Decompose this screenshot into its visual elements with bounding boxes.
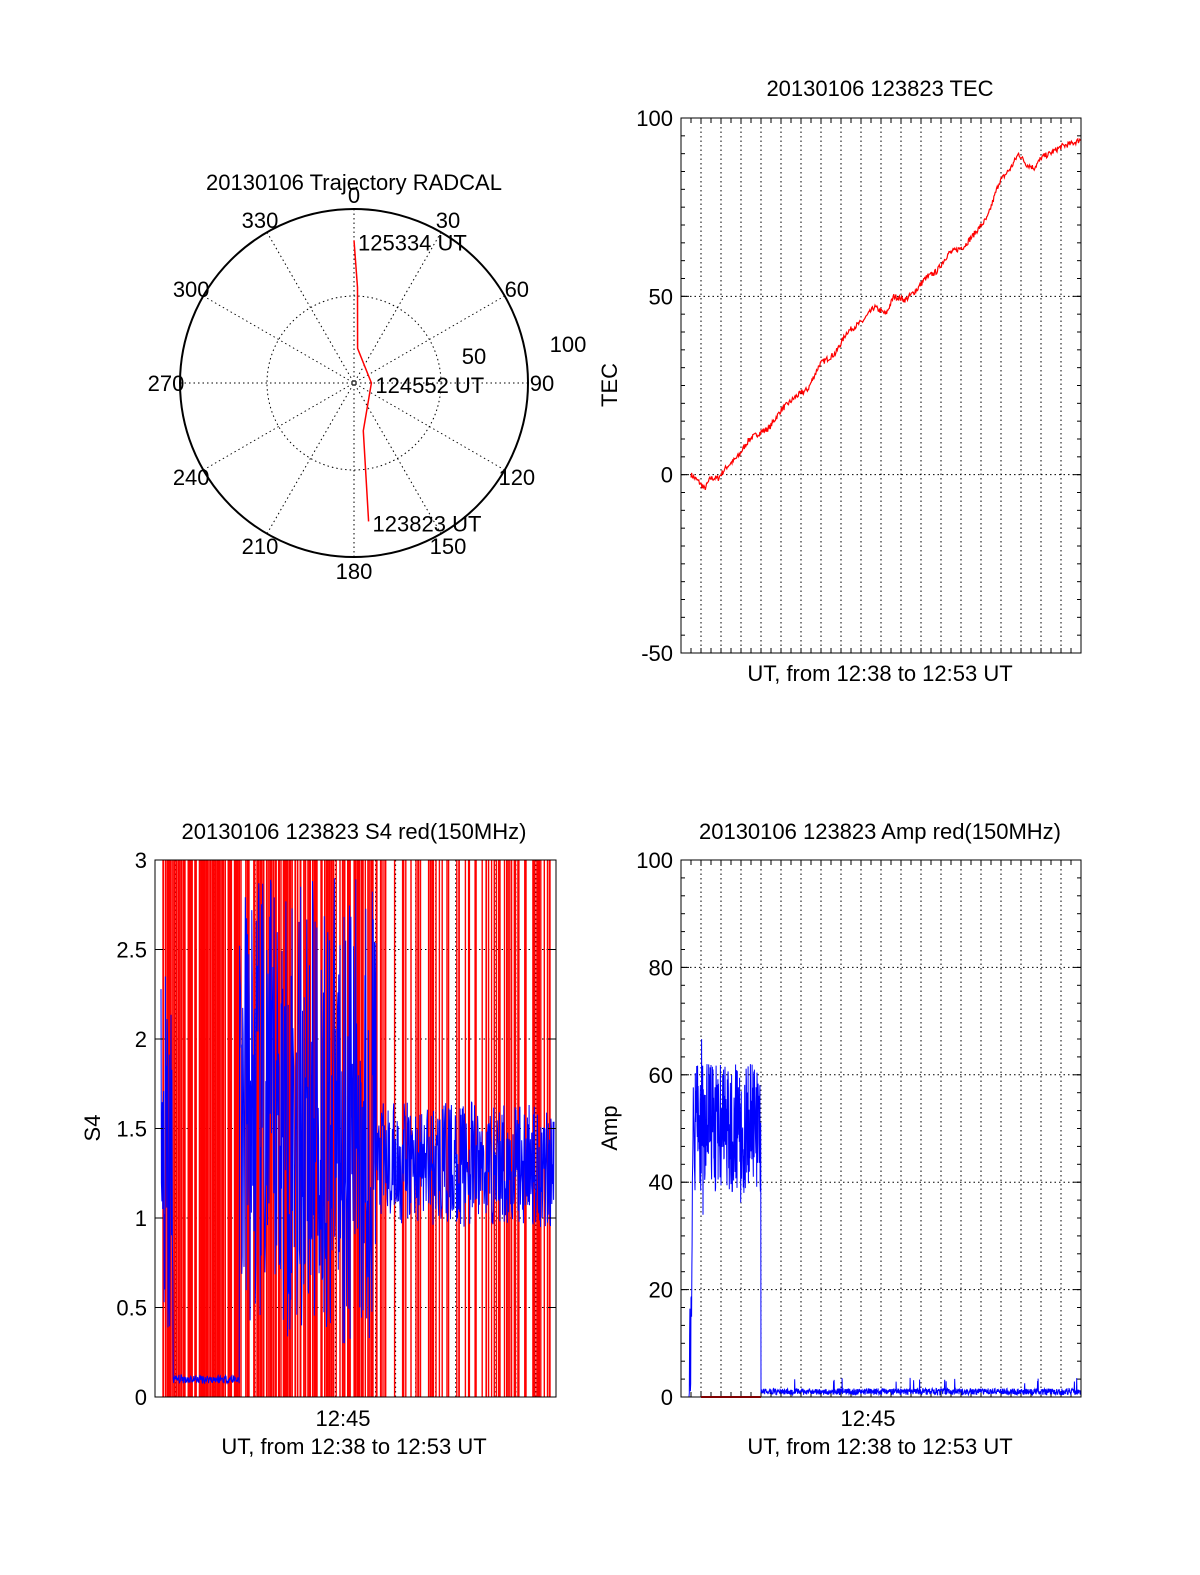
amp-chart-title: 20130106 123823 Amp red(150MHz) bbox=[699, 819, 1061, 844]
y-tick-label: 40 bbox=[649, 1170, 673, 1195]
y-tick-label: 60 bbox=[649, 1063, 673, 1088]
polar-azimuth-label: 60 bbox=[505, 277, 529, 302]
tec-plot-frame bbox=[680, 117, 1082, 654]
polar-azimuth-label: 210 bbox=[242, 534, 279, 559]
polar-azimuth-label: 0 bbox=[348, 183, 360, 208]
s4-blue-line bbox=[160, 878, 555, 1385]
y-tick-label: 80 bbox=[649, 955, 673, 980]
polar-azimuth-label: 240 bbox=[173, 465, 210, 490]
s4-chart-title: 20130106 123823 S4 red(150MHz) bbox=[182, 819, 527, 844]
amp-plot-frame bbox=[680, 859, 1082, 1398]
tec-line bbox=[690, 137, 1082, 491]
tec-y-axis-label: TEC bbox=[597, 363, 622, 407]
y-tick-label: 2 bbox=[135, 1027, 147, 1052]
polar-time-annotation: 123823 UT bbox=[373, 511, 482, 536]
y-tick-label: 0.5 bbox=[116, 1296, 147, 1321]
y-tick-label: 50 bbox=[649, 284, 673, 309]
amp-chart: 20130106 123823 Amp red(150MHz) 0 20 40 60 8… bbox=[597, 819, 1082, 1459]
y-tick-label: -50 bbox=[641, 641, 673, 666]
polar-azimuth-label: 300 bbox=[173, 277, 210, 302]
polar-outer-ring bbox=[179, 208, 529, 558]
y-tick-label: 0 bbox=[661, 463, 673, 488]
polar-azimuth-label: 120 bbox=[498, 465, 535, 490]
y-tick-label: 0 bbox=[135, 1385, 147, 1410]
polar-trajectory-line bbox=[353, 240, 373, 522]
tec-y-tick-labels: -50 0 50 100 bbox=[636, 106, 1081, 666]
tec-grid bbox=[681, 117, 1081, 654]
s4-x-axis-label: UT, from 12:38 to 12:53 UT bbox=[221, 1434, 486, 1459]
y-tick-label: 2.5 bbox=[116, 938, 147, 963]
tec-chart: 20130106 123823 TEC -50 0 50 100 UT, from 1… bbox=[597, 76, 1082, 686]
polar-time-annotation: 124552 UT bbox=[375, 373, 484, 398]
polar-radial-label: 50 bbox=[462, 344, 486, 369]
amp-x-axis-label: UT, from 12:38 to 12:53 UT bbox=[747, 1434, 1012, 1459]
polar-azimuth-label: 90 bbox=[530, 371, 554, 396]
polar-grid bbox=[180, 209, 528, 557]
polar-radial-labels: 50 100 bbox=[462, 332, 587, 369]
polar-annotations: 125334 UT 124552 UT 123823 UT bbox=[358, 230, 484, 536]
y-tick-label: 20 bbox=[649, 1278, 673, 1303]
polar-trajectory bbox=[353, 240, 373, 522]
y-tick-label: 100 bbox=[636, 106, 673, 131]
y-tick-label: 1 bbox=[135, 1206, 147, 1231]
amp-y-tick-labels: 0 20 40 60 80 100 bbox=[636, 848, 1081, 1410]
tec-series bbox=[690, 137, 1082, 491]
polar-azimuth-label: 180 bbox=[336, 559, 373, 584]
s4-chart: 20130106 123823 S4 red(150MHz) 0 0.5 1 1.5 2… bbox=[80, 819, 557, 1459]
amp-x-tick-label: 12:45 bbox=[840, 1406, 895, 1431]
polar-radial-label: 100 bbox=[550, 332, 587, 357]
polar-azimuth-label: 30 bbox=[436, 208, 460, 233]
polar-chart: 20130106 Trajectory RADCAL 0 30 60 90 120 150… bbox=[148, 170, 587, 584]
s4-y-axis-label: S4 bbox=[80, 1115, 105, 1142]
polar-azimuth-labels: 0 30 60 90 120 150 180 210 240 270 300 330 bbox=[148, 183, 555, 584]
polar-azimuth-label: 270 bbox=[148, 371, 185, 396]
amp-y-axis-label: Amp bbox=[597, 1105, 622, 1150]
s4-x-tick-label: 12:45 bbox=[315, 1406, 370, 1431]
amp-series bbox=[681, 1039, 1082, 1398]
polar-azimuth-label: 150 bbox=[430, 534, 467, 559]
amp-blue-line bbox=[681, 1039, 1082, 1398]
y-tick-label: 1.5 bbox=[116, 1117, 147, 1142]
y-tick-label: 3 bbox=[135, 848, 147, 873]
y-tick-label: 100 bbox=[636, 848, 673, 873]
polar-chart-title: 20130106 Trajectory RADCAL bbox=[206, 170, 502, 195]
s4-blue-series bbox=[160, 878, 555, 1385]
tec-x-axis-label: UT, from 12:38 to 12:53 UT bbox=[747, 661, 1012, 686]
polar-azimuth-label: 330 bbox=[242, 208, 279, 233]
tec-chart-title: 20130106 123823 TEC bbox=[766, 76, 993, 101]
y-tick-label: 0 bbox=[661, 1385, 673, 1410]
s4-y-tick-labels: 0 0.5 1 1.5 2 2.5 3 bbox=[116, 848, 556, 1410]
polar-time-annotation: 125334 UT bbox=[358, 230, 467, 255]
